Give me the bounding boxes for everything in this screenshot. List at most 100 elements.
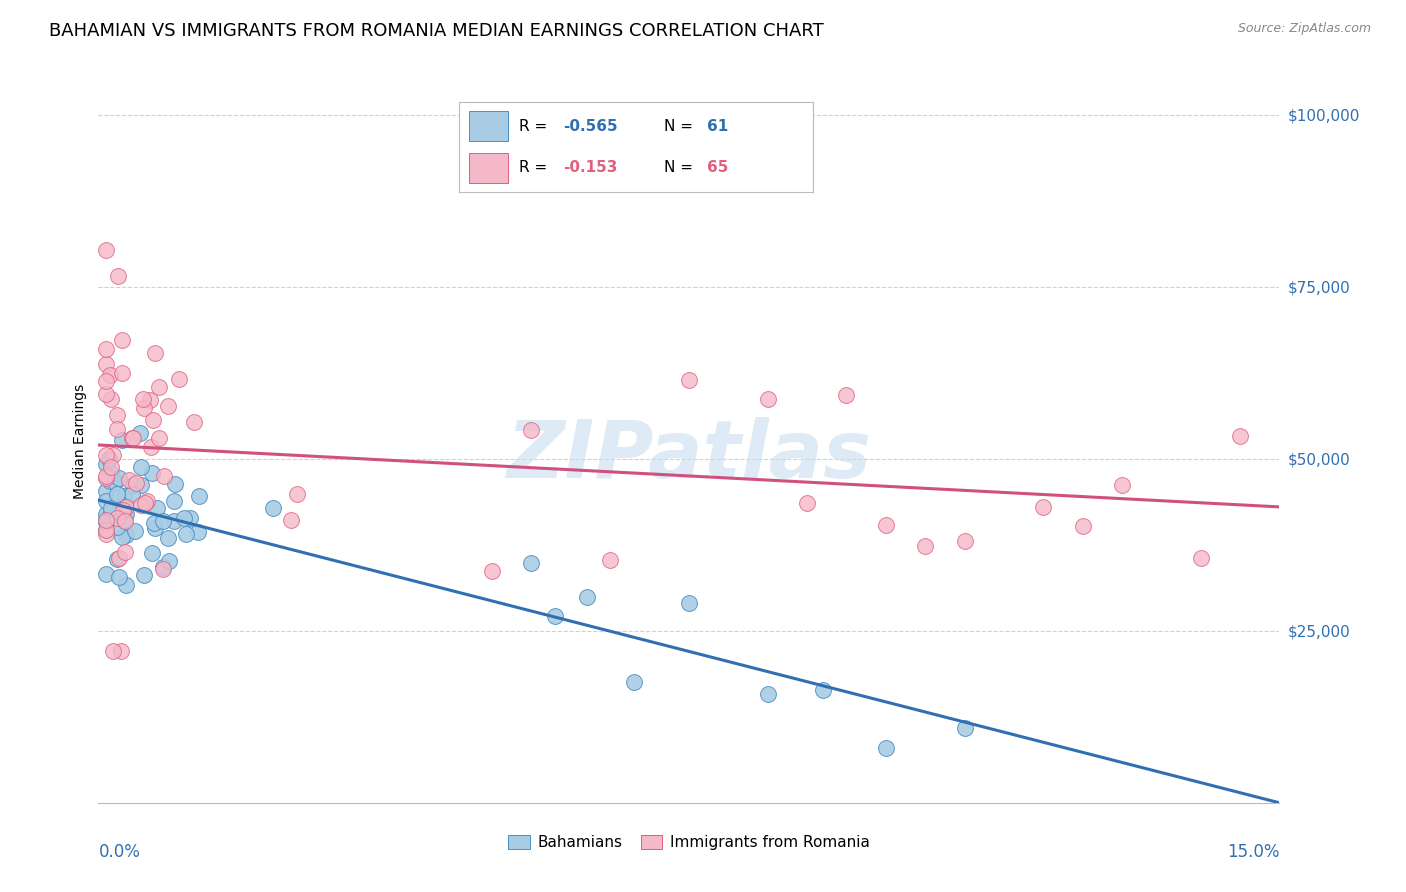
Point (174, 526, 197, 541)
Point (101, 449, 124, 463)
Point (104, 475, 127, 489)
Point (139, 392, 162, 407)
Point (678, 373, 700, 387)
Point (145, 521, 167, 535)
Point (134, 496, 156, 510)
Point (98, 452, 121, 467)
Point (125, 475, 148, 490)
Point (811, 682, 834, 697)
Point (124, 524, 146, 538)
Point (914, 539, 936, 553)
Point (835, 388, 858, 402)
Point (132, 392, 155, 406)
Point (179, 511, 201, 525)
Point (1229, 429, 1251, 443)
Point (98, 474, 121, 488)
Point (115, 528, 138, 542)
Point (134, 568, 156, 582)
Point (146, 501, 169, 516)
Point (1111, 478, 1133, 492)
Point (132, 401, 155, 416)
Point (599, 553, 621, 567)
Point (107, 550, 129, 565)
Point (129, 498, 152, 512)
Point (105, 487, 128, 501)
Point (187, 525, 209, 540)
Point (142, 413, 165, 427)
Point (152, 560, 174, 574)
Point (115, 500, 138, 515)
Point (129, 459, 152, 474)
Point (141, 466, 163, 480)
Point (105, 511, 128, 525)
Point (96, 448, 118, 462)
Point (110, 644, 132, 658)
Point (122, 431, 145, 445)
Point (156, 399, 179, 413)
Point (148, 431, 170, 445)
Text: 0.0%: 0.0% (98, 843, 141, 861)
Y-axis label: Median Earnings: Median Earnings (73, 384, 87, 500)
Point (110, 529, 132, 543)
Point (623, 674, 645, 689)
Text: BAHAMIAN VS IMMIGRANTS FROM ROMANIA MEDIAN EARNINGS CORRELATION CHART: BAHAMIAN VS IMMIGRANTS FROM ROMANIA MEDI… (49, 22, 824, 40)
Point (678, 596, 700, 610)
Point (96, 244, 118, 258)
Point (121, 431, 143, 445)
Point (796, 496, 818, 510)
Point (121, 486, 143, 500)
Point (953, 722, 976, 736)
Point (100, 392, 122, 406)
Point (105, 422, 128, 436)
Point (98, 368, 121, 383)
Point (756, 392, 779, 407)
Point (96, 512, 118, 526)
Point (111, 434, 134, 448)
Point (107, 268, 129, 283)
Point (152, 562, 174, 576)
Point (167, 372, 190, 386)
Point (96, 457, 118, 471)
Point (139, 440, 162, 454)
Point (111, 334, 134, 348)
Point (575, 591, 598, 605)
Point (112, 513, 135, 527)
Point (96, 526, 118, 541)
Point (122, 477, 145, 491)
Point (96, 387, 118, 401)
Point (100, 505, 122, 519)
Point (105, 408, 128, 422)
Point (114, 514, 136, 528)
Point (114, 545, 136, 559)
Point (111, 366, 134, 380)
Point (105, 552, 128, 566)
Point (1189, 550, 1212, 565)
Point (481, 564, 503, 578)
Point (103, 644, 125, 658)
Point (96, 523, 118, 537)
Point (163, 514, 186, 528)
Point (875, 740, 897, 755)
Point (115, 508, 138, 522)
Point (129, 478, 152, 492)
Point (152, 469, 174, 483)
Point (96, 567, 118, 582)
Point (756, 687, 779, 701)
Point (173, 511, 195, 525)
Point (96, 507, 118, 521)
Point (520, 423, 543, 437)
Point (183, 415, 205, 429)
Point (96, 513, 118, 527)
Point (148, 380, 170, 394)
Point (100, 501, 122, 516)
Point (280, 513, 302, 527)
Point (1032, 500, 1054, 515)
Point (96, 342, 118, 356)
Point (96, 523, 118, 537)
Point (96, 357, 118, 371)
Point (100, 466, 122, 480)
Point (157, 531, 180, 545)
Point (96, 493, 118, 508)
Point (96, 471, 118, 485)
Point (143, 346, 166, 360)
